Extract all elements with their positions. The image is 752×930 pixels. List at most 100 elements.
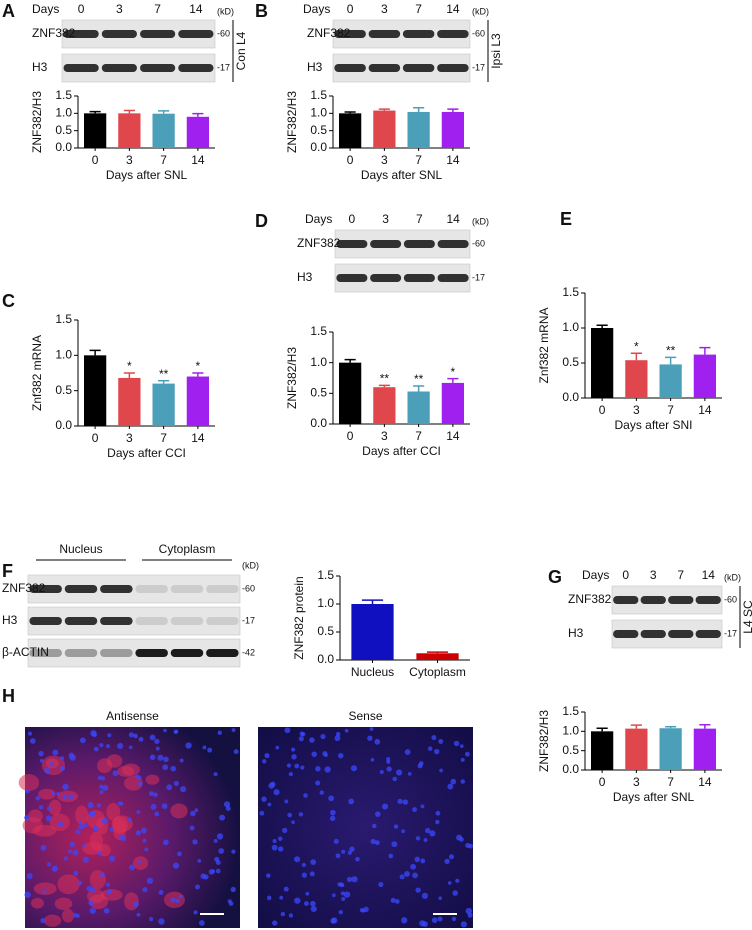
nucleus [179,758,184,763]
bar [590,731,614,770]
nucleus [25,788,30,794]
nucleus [92,825,99,832]
nucleus [268,782,275,789]
x-axis-label: Days after SNL [361,168,443,182]
kd-unit: (kD) [724,572,741,582]
x-tick-label: 14 [698,403,712,417]
nucleus [92,732,98,738]
nucleus [26,873,33,880]
nucleus [24,814,30,821]
nucleus [425,827,431,834]
y-tick-label: 1.0 [310,355,327,369]
y-tick-label: 1.0 [562,320,579,334]
blot-band [135,585,168,593]
blot-band [437,30,469,38]
blot-band [170,649,204,657]
blot-band [336,240,368,248]
side-label: L4 SC [741,600,752,634]
bar [152,113,175,148]
blot-band [178,30,214,38]
bar [693,728,717,770]
y-tick-label: 0.0 [310,416,327,430]
nucleus [146,877,154,885]
nucleus [460,779,466,784]
nucleus [49,761,55,767]
bar [625,728,648,770]
kd-unit: (kD) [472,6,489,16]
y-tick-label: 0.5 [310,123,327,137]
side-label: Con L4 [234,31,248,70]
y-axis-label: ZNF382 protein [292,576,306,659]
nucleus [291,754,297,760]
nucleus [103,907,110,914]
y-tick-label: 1.5 [562,704,579,718]
nucleus [193,910,198,915]
nucleus [101,817,109,825]
nucleus [60,756,65,761]
cell [48,799,62,816]
nucleus [337,882,342,887]
nucleus [465,907,472,915]
x-tick-label: 14 [446,429,460,443]
nucleus [109,855,116,862]
panel-label: F [2,561,13,581]
nucleus [47,806,52,811]
nucleus [298,736,304,742]
y-tick-label: 0.5 [55,123,72,137]
nucleus [324,753,328,757]
image-title: Sense [348,709,382,723]
kd-marker: -60 [472,238,485,248]
error-bar [447,377,459,383]
nucleus [154,738,160,745]
nucleus [138,860,142,865]
nucleus [337,752,344,759]
x-tick-label: 7 [160,431,167,445]
blot-band [178,64,214,72]
nucleus [52,749,59,756]
lane-label: 3 [650,568,657,582]
nucleus [309,737,315,743]
blot-band [402,30,435,38]
nucleus [277,836,283,841]
blot-band [613,630,639,638]
nucleus [370,757,375,762]
nucleus [195,884,201,890]
nucleus [133,901,139,908]
y-axis-label: Znf382 mRNA [537,307,551,383]
error-bar [344,358,356,363]
nucleus [208,869,215,875]
nucleus [158,918,165,925]
nucleus [136,912,141,917]
nucleus [367,735,373,741]
cell [33,882,57,895]
nucleus [427,746,433,751]
x-axis-label: Days after CCI [107,446,186,460]
nucleus [128,732,134,738]
nucleus [75,829,81,835]
panel-label: H [2,686,15,706]
nucleus [231,728,236,732]
nucleus [213,839,218,843]
nucleus [261,796,267,802]
nucleus [72,849,79,856]
nucleus [275,745,280,750]
blot-box [27,574,241,604]
nucleus [62,794,68,800]
nucleus [102,784,109,791]
nucleus [310,900,316,907]
nucleus [272,920,278,926]
y-tick-label: 1.0 [55,106,72,120]
nucleus [82,822,88,828]
nucleus [438,738,444,744]
nucleus [87,802,94,809]
error-bar [447,108,459,112]
error-bar [158,380,170,384]
nucleus [266,873,271,878]
error-bar [361,599,384,604]
nucleus [100,776,106,781]
nucleus [374,840,380,846]
nucleus [284,799,289,804]
bar [118,113,141,148]
nucleus [99,784,104,789]
